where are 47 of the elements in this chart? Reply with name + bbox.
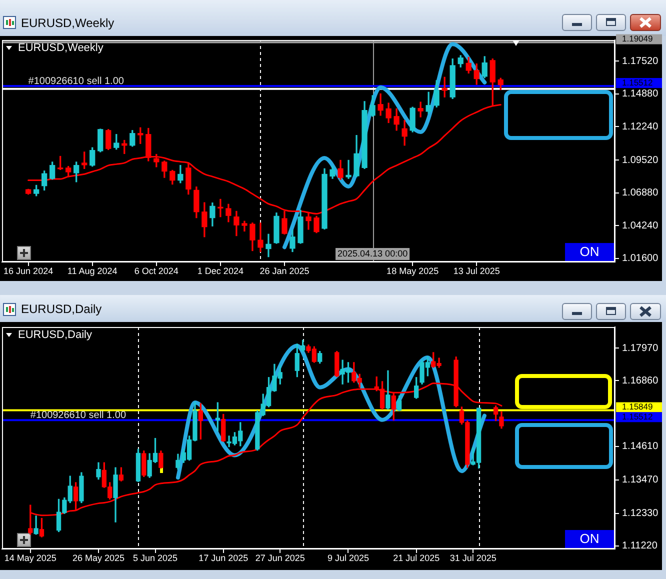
- ref-line-label: 2025.04.13 00:00: [338, 248, 408, 258]
- x-tick-label: 13 Jul 2025: [453, 266, 500, 276]
- candlestick: [418, 102, 424, 118]
- annotation: #100926610 sell 1.00: [30, 410, 126, 422]
- candlestick: [258, 222, 264, 252]
- x-tick-label: 17 Jun 2025: [198, 552, 248, 563]
- chart-title: EURUSD,Daily: [18, 329, 92, 342]
- y-tick-label: 1.06880: [622, 188, 659, 199]
- x-tick-label: 9 Jul 2025: [327, 552, 370, 563]
- ref-line-label: 1.15512: [622, 411, 653, 422]
- chart-title: EURUSD,Weekly: [18, 42, 104, 55]
- candlestick: [266, 234, 272, 258]
- x-tick-label: 21 Jul 2025: [393, 552, 440, 563]
- ref-line-label: 1.19049: [622, 34, 653, 44]
- annotation: #100926610 sell 1.00: [28, 76, 124, 88]
- ref-line-label: 1.15512: [622, 77, 653, 88]
- x-tick-label: 1 Dec 2024: [197, 266, 244, 276]
- y-tick-label: 1.11220: [622, 540, 658, 552]
- x-tick-label: 14 May 2025: [4, 552, 56, 563]
- y-tick-label: 1.09520: [622, 154, 659, 166]
- x-tick-label: 6 Oct 2024: [134, 266, 178, 276]
- x-tick-label: 26 May 2025: [72, 552, 125, 563]
- x-tick-label: 5 Jun 2025: [132, 552, 178, 563]
- y-tick-label: 1.16860: [622, 375, 659, 386]
- x-tick-label: 31 Jul 2025: [450, 552, 496, 563]
- y-tick-label: 1.17520: [622, 56, 659, 67]
- ref-line-label: 1.15849: [622, 402, 653, 412]
- y-tick-label: 1.12240: [622, 121, 659, 132]
- y-tick-label: 1.12330: [622, 508, 659, 520]
- y-tick-label: 1.17970: [622, 342, 659, 354]
- y-tick-label: 1.14610: [622, 441, 659, 452]
- chart-title: EURUSD,Daily: [21, 302, 102, 316]
- x-tick-label: 11 Aug 2024: [67, 266, 118, 276]
- x-tick-label: 27 Jun 2025: [255, 552, 305, 563]
- toggle-button: ON: [565, 530, 614, 548]
- x-tick-label: 26 Jan 2025: [260, 266, 310, 276]
- y-tick-label: 1.14880: [622, 88, 659, 100]
- toggle-button: ON: [565, 243, 614, 261]
- chart-title: EURUSD,Weekly: [21, 16, 114, 30]
- candlestick: [346, 160, 352, 179]
- x-tick-label: 18 May 2025: [386, 266, 439, 276]
- y-tick-label: 1.01600: [622, 253, 659, 264]
- y-tick-label: 1.04240: [622, 220, 659, 232]
- candlestick: [218, 198, 224, 218]
- x-tick-label: 16 Jun 2024: [4, 266, 54, 276]
- line-series: [282, 42, 487, 250]
- y-tick-label: 1.13470: [622, 474, 659, 486]
